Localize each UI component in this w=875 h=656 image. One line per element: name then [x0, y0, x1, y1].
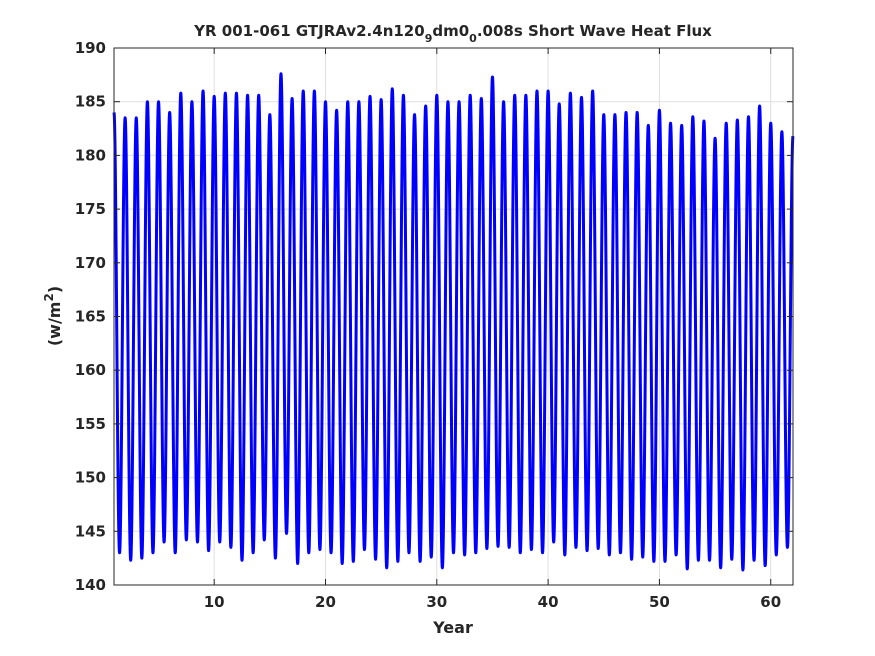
- y-tick-label: 145: [75, 522, 106, 540]
- y-tick-label: 150: [75, 469, 106, 487]
- series-line: [112, 72, 795, 572]
- y-tick-label: 170: [75, 254, 106, 272]
- y-tick-label: 190: [75, 39, 106, 57]
- y-tick-label: 175: [75, 200, 106, 218]
- y-tick-label: 155: [75, 415, 106, 433]
- x-tick-label: 20: [315, 593, 336, 611]
- x-tick-label: 60: [760, 593, 781, 611]
- x-tick-label: 50: [649, 593, 670, 611]
- x-axis-ticks: 10 20 30 40 50 60: [204, 48, 781, 611]
- y-tick-label: 185: [75, 93, 106, 111]
- series-line-group: [112, 72, 795, 572]
- x-tick-label: 30: [426, 593, 447, 611]
- y-tick-label: 160: [75, 361, 106, 379]
- y-axis-label: (w/m2): [42, 286, 64, 346]
- chart-title: YR 001-061 GTJRAv2.4n1209dm00.008s Short…: [193, 22, 712, 45]
- x-tick-label: 10: [204, 593, 225, 611]
- y-axis-ticks: 140 145 150 155 160 165 170 175 180 185 190: [75, 39, 793, 594]
- y-tick-label: 165: [75, 308, 106, 326]
- y-tick-label: 140: [75, 576, 106, 594]
- x-axis-label: Year: [432, 618, 473, 637]
- x-tick-label: 40: [538, 593, 559, 611]
- y-tick-label: 180: [75, 146, 106, 164]
